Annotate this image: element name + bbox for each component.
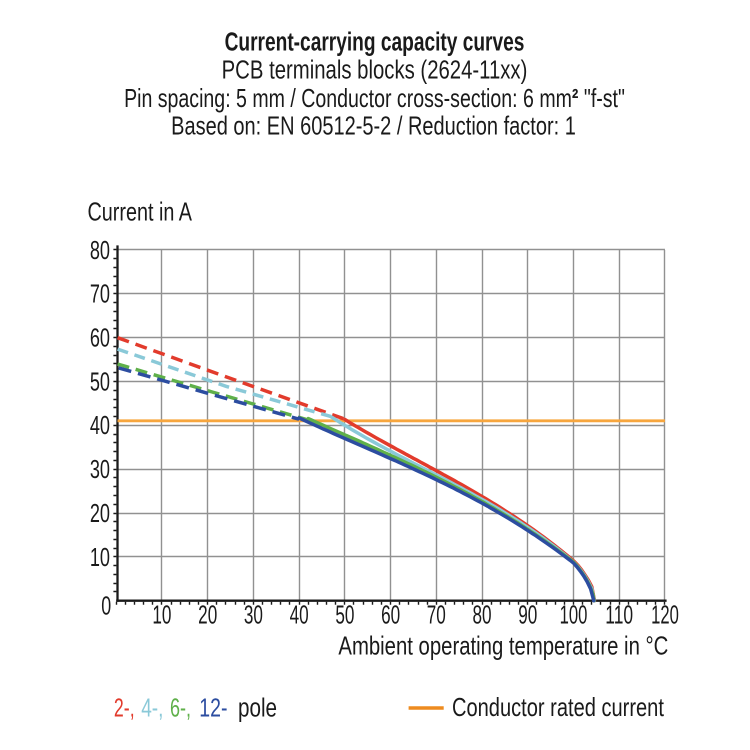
svg-text:90: 90 [518, 600, 537, 629]
svg-text:pole: pole [238, 693, 277, 722]
svg-text:Conductor rated current: Conductor rated current [452, 693, 664, 722]
svg-text:2-,: 2-, [114, 693, 135, 722]
svg-text:Based on: EN 60512-5-2 / Reduc: Based on: EN 60512-5-2 / Reduction facto… [171, 111, 576, 140]
svg-text:70: 70 [90, 280, 110, 309]
svg-text:Pin spacing: 5 mm / Conductor: Pin spacing: 5 mm / Conductor cross-sect… [124, 83, 625, 112]
svg-text:4-,: 4-, [141, 694, 163, 722]
svg-text:110: 110 [605, 600, 633, 629]
svg-text:80: 80 [90, 236, 110, 265]
svg-text:100: 100 [560, 601, 588, 629]
svg-text:50: 50 [90, 367, 110, 396]
svg-text:0: 0 [101, 592, 111, 621]
svg-text:PCB terminals blocks (2624-11x: PCB terminals blocks (2624-11xx) [222, 55, 528, 84]
svg-text:20: 20 [90, 499, 110, 528]
svg-text:10: 10 [90, 543, 110, 572]
svg-text:40: 40 [290, 600, 309, 629]
svg-text:50: 50 [335, 600, 354, 629]
svg-text:Ambient operating temperature: Ambient operating temperature in °C [338, 631, 668, 660]
svg-text:30: 30 [90, 455, 110, 484]
svg-text:60: 60 [90, 324, 110, 353]
svg-text:12-: 12- [199, 693, 227, 722]
svg-text:40: 40 [90, 411, 110, 440]
svg-text:70: 70 [427, 600, 446, 629]
svg-text:30: 30 [244, 600, 263, 629]
svg-text:20: 20 [198, 600, 217, 629]
svg-text:6-,: 6-, [170, 693, 191, 722]
svg-text:10: 10 [152, 600, 171, 629]
svg-text:Current-carrying capacity curv: Current-carrying capacity curves [225, 28, 525, 56]
svg-text:120: 120 [651, 601, 679, 629]
svg-text:80: 80 [472, 600, 491, 629]
svg-text:Current in A: Current in A [88, 197, 193, 226]
svg-text:60: 60 [381, 600, 400, 629]
